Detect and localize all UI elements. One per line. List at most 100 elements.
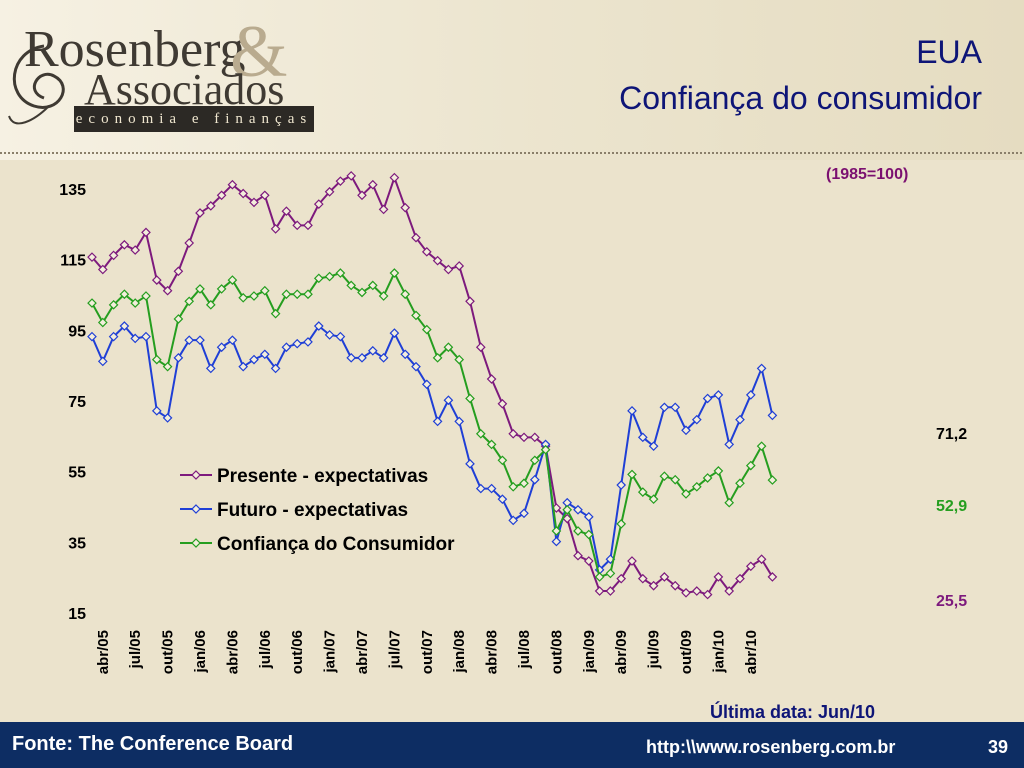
data-point <box>724 439 735 450</box>
data-point <box>648 494 659 505</box>
data-point <box>486 439 497 450</box>
legend-swatch-marker <box>191 504 201 514</box>
slide-title: Confiança do consumidor <box>619 80 982 116</box>
data-point <box>195 208 205 218</box>
data-point <box>313 273 324 284</box>
y-tick-label: 115 <box>60 253 86 270</box>
data-point <box>411 232 421 243</box>
data-point <box>162 413 173 423</box>
data-point <box>173 352 184 363</box>
data-point <box>562 504 573 515</box>
data-point <box>443 264 454 275</box>
data-point <box>270 363 281 374</box>
data-point <box>573 550 583 561</box>
data-point <box>648 580 659 591</box>
footer-bar <box>0 722 1024 768</box>
data-point <box>745 561 756 572</box>
x-tick-label: abr/09 <box>613 630 630 674</box>
data-point <box>443 342 454 353</box>
data-point <box>335 268 346 278</box>
data-point <box>616 573 627 584</box>
data-point <box>475 483 486 494</box>
data-point <box>486 483 497 494</box>
data-point <box>670 402 681 413</box>
data-point <box>173 314 184 324</box>
data-point <box>454 261 465 271</box>
data-point <box>184 335 195 346</box>
data-point <box>346 352 357 363</box>
x-tick-label: abr/05 <box>95 630 112 674</box>
legend-swatch-marker <box>191 538 201 548</box>
data-point <box>259 349 270 360</box>
data-point <box>756 441 767 452</box>
x-tick-label: jul/06 <box>257 630 274 669</box>
data-point <box>195 284 205 294</box>
data-point <box>238 361 249 372</box>
data-point <box>313 199 324 209</box>
data-point <box>378 291 389 301</box>
data-point <box>573 526 583 536</box>
data-point <box>767 572 778 582</box>
y-tick-label: 35 <box>68 535 86 552</box>
source-text: Fonte: The Conference Board <box>12 733 294 755</box>
data-point <box>249 197 259 208</box>
x-tick-label: jul/05 <box>127 630 144 669</box>
data-point <box>173 266 184 277</box>
data-point <box>151 405 162 416</box>
y-tick-label: 135 <box>59 182 86 199</box>
data-point <box>713 572 724 582</box>
website-link[interactable]: http:\\www.rosenberg.com.br <box>646 737 896 757</box>
x-tick-label: out/05 <box>160 630 177 674</box>
y-tick-label: 55 <box>68 465 86 482</box>
data-point <box>713 390 724 400</box>
data-point <box>497 398 508 409</box>
data-point <box>529 474 540 485</box>
data-point <box>529 455 540 466</box>
x-tick-label: out/07 <box>419 630 436 674</box>
x-tick-label: out/06 <box>289 630 306 674</box>
data-point <box>205 299 216 310</box>
data-point <box>691 481 702 492</box>
data-point <box>594 572 605 582</box>
data-point <box>97 264 108 275</box>
data-point <box>508 428 519 439</box>
series-line <box>91 324 774 572</box>
data-point <box>87 298 97 308</box>
data-point <box>324 330 335 340</box>
data-point <box>367 280 378 291</box>
data-point <box>659 572 670 582</box>
data-point <box>724 586 735 596</box>
data-point <box>465 458 475 469</box>
x-tick-label: jan/06 <box>192 630 209 674</box>
data-point <box>637 487 648 497</box>
data-point <box>378 352 389 363</box>
data-point <box>637 432 648 443</box>
data-point <box>659 402 670 413</box>
series-end-label: 52,9 <box>936 498 967 515</box>
data-point <box>119 239 130 250</box>
data-point <box>216 190 227 201</box>
x-tick-label: jul/08 <box>516 630 533 669</box>
data-point <box>378 204 389 215</box>
data-point <box>97 317 108 328</box>
data-point <box>681 489 691 499</box>
data-point <box>443 395 454 406</box>
x-tick-label: abr/08 <box>484 630 501 674</box>
x-tick-label: jan/09 <box>581 630 598 674</box>
data-point <box>681 425 691 436</box>
data-point <box>108 331 119 342</box>
data-point <box>691 586 702 596</box>
data-point <box>519 478 529 489</box>
data-point <box>346 171 357 181</box>
data-point <box>151 354 162 365</box>
x-tick-label: jul/09 <box>646 630 663 669</box>
data-point <box>400 289 411 300</box>
x-tick-label: abr/06 <box>224 630 241 674</box>
data-point <box>670 580 681 591</box>
logo-line1: Rosenberg <box>24 21 246 78</box>
data-point <box>583 511 594 522</box>
data-point <box>389 268 400 278</box>
data-point <box>259 190 270 201</box>
data-point <box>249 291 259 301</box>
